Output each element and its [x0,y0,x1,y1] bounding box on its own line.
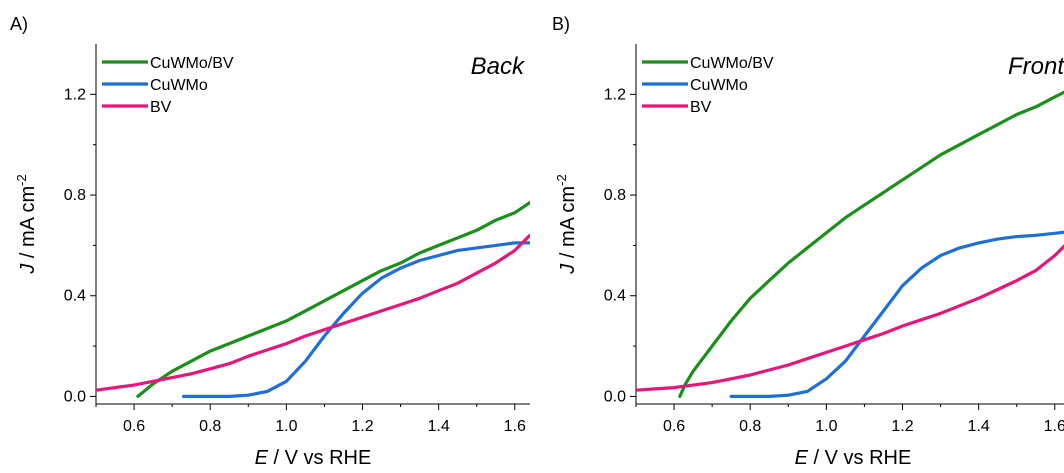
y-axis-title-unit: / mA cm [17,186,39,264]
x-axis-title-unit: / V vs RHE [268,447,371,469]
y-axis-title-symbol: J [557,263,579,275]
y-axis-title-exponent: -2 [14,174,29,186]
x-tick-label: 1.2 [891,418,913,435]
x-axis-title: E / V vs RHE [795,447,912,469]
y-axis-title: J / mA cm-2 [14,174,39,274]
x-tick-label: 1.2 [351,418,373,435]
x-tick-label: 1.4 [428,418,450,435]
x-axis-title-symbol: E [795,447,809,469]
legend-label: CuWMo [690,77,748,94]
y-tick-label: 0.4 [604,288,626,305]
x-axis-title-symbol: E [255,447,269,469]
y-axis-title-exponent: -2 [554,174,569,186]
series-line-1 [182,241,530,398]
panel-label: B) [552,14,570,34]
y-axis-title-symbol: J [17,263,39,275]
legend-label: CuWMo/BV [150,55,234,72]
x-tick-label: 0.8 [199,418,221,435]
y-tick-label: 0.8 [604,187,626,204]
x-axis-title-unit: / V vs RHE [808,447,911,469]
x-tick-label: 0.6 [123,418,145,435]
y-tick-label: 0.4 [64,288,86,305]
series-lines [96,201,530,398]
corner-label: Back [471,53,526,80]
chart-panel-b: B) 0.6 0.8 1.0 1.2 1.4 1.6 0.0 0.4 0.8 1.2 E / V vs… [552,14,1064,469]
series-line-0 [678,90,1064,398]
x-tick-label: 1.4 [968,418,990,435]
x-tick-label: 1.0 [275,418,297,435]
series-line-1 [729,230,1064,398]
y-axis-title: J / mA cm-2 [554,174,579,274]
x-tick-label: 1.0 [815,418,837,435]
legend-label: CuWMo/BV [690,55,774,72]
legend-label: BV [150,99,172,116]
series-line-2 [96,233,530,392]
y-tick-label: 0.0 [604,388,626,405]
x-tick-label: 1.6 [504,418,526,435]
y-tick-label: 1.2 [64,86,86,103]
series-line-2 [636,244,1064,392]
x-tick-label: 1.6 [1044,418,1064,435]
y-tick-label: 1.2 [604,86,626,103]
x-tick-label: 0.8 [739,418,761,435]
panel-label: A) [10,14,28,34]
legend-label: BV [690,99,712,116]
series-line-0 [136,201,530,398]
x-axis-title: E / V vs RHE [255,447,372,469]
series-lines [636,90,1064,398]
y-tick-label: 0.0 [64,388,86,405]
y-tick-label: 0.8 [64,187,86,204]
y-axis-title-unit: / mA cm [557,186,579,264]
x-tick-label: 0.6 [663,418,685,435]
chart-panel-a: A) 0.6 0.8 1.0 1.2 1.4 1.6 0.0 0.4 0.8 1.2 E / V vs… [10,14,530,469]
legend-label: CuWMo [150,77,208,94]
corner-label: Front [1008,53,1064,80]
